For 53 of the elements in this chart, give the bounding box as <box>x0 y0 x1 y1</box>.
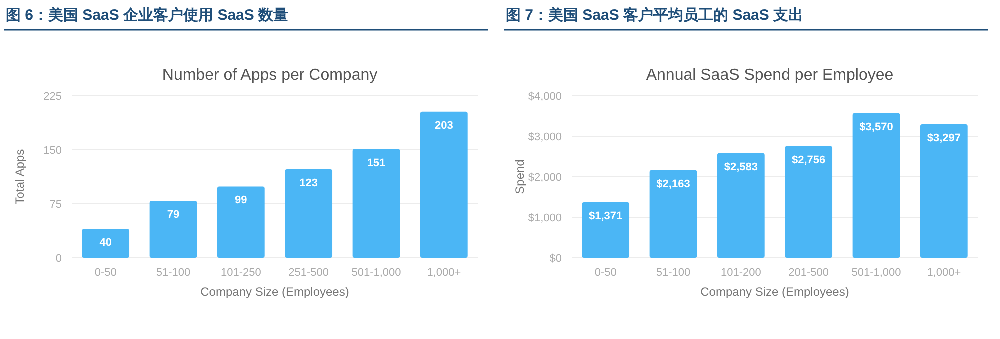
y-tick-label: $2,000 <box>528 172 562 184</box>
bar <box>920 124 968 258</box>
x-tick-label: 101-250 <box>220 267 262 279</box>
x-axis-title: Company Size (Employees) <box>700 285 850 299</box>
x-tick-label: 0-50 <box>94 267 117 279</box>
data-label: 79 <box>167 209 180 222</box>
x-tick-label: 501-1,000 <box>352 267 402 279</box>
bar <box>150 201 198 258</box>
y-axis-title: Total Apps <box>13 149 27 205</box>
chart-subtitle: Number of Apps per Company <box>162 67 378 84</box>
data-label: $3,570 <box>860 121 894 134</box>
bar <box>82 229 130 258</box>
data-label: 40 <box>100 237 112 250</box>
data-label: $1,371 <box>589 210 623 222</box>
x-tick-label: 501-1,000 <box>852 267 902 279</box>
bar <box>420 112 468 258</box>
y-tick-label: 75 <box>50 199 62 211</box>
data-label: $2,756 <box>792 154 826 166</box>
data-label: 203 <box>434 120 454 132</box>
x-tick-label: 0-50 <box>594 267 617 279</box>
bar <box>717 153 765 258</box>
x-tick-label: 201-500 <box>788 267 830 279</box>
y-tick-label: 0 <box>56 253 62 265</box>
x-axis-title: Company Size (Employees) <box>200 285 350 299</box>
y-tick-label: $1,000 <box>528 212 562 224</box>
data-label: 123 <box>300 177 318 190</box>
bar <box>650 170 698 258</box>
y-tick-label: 150 <box>44 145 62 157</box>
x-tick-label: 1,000+ <box>427 267 462 279</box>
x-tick-label: 251-500 <box>288 267 330 279</box>
x-tick-label: 51-100 <box>156 267 191 279</box>
y-tick-label: $4,000 <box>528 91 562 103</box>
x-tick-label: 51-100 <box>656 267 691 279</box>
data-label: $2,163 <box>656 178 690 190</box>
data-label: $2,583 <box>724 161 758 174</box>
y-axis-title: Spend <box>513 160 527 194</box>
y-tick-label: 225 <box>44 91 62 103</box>
bar <box>852 113 900 258</box>
data-label: 151 <box>367 157 386 170</box>
chart-title: 图 7：美国 SaaS 客户平均员工的 SaaS 支出 <box>506 6 804 24</box>
x-tick-label: 1,000+ <box>927 267 962 279</box>
bar <box>582 202 630 258</box>
bar <box>352 149 400 258</box>
chart-title: 图 6：美国 SaaS 企业客户使用 SaaS 数量 <box>6 6 289 24</box>
data-label: $3,297 <box>927 132 961 144</box>
bar <box>285 169 333 258</box>
bar <box>217 186 265 258</box>
y-tick-label: $3,000 <box>528 132 562 144</box>
chart-subtitle: Annual SaaS Spend per Employee <box>646 67 894 84</box>
data-label: 99 <box>235 194 248 207</box>
x-tick-label: 101-200 <box>720 267 762 279</box>
bar <box>785 146 833 258</box>
y-tick-label: $0 <box>550 253 562 265</box>
